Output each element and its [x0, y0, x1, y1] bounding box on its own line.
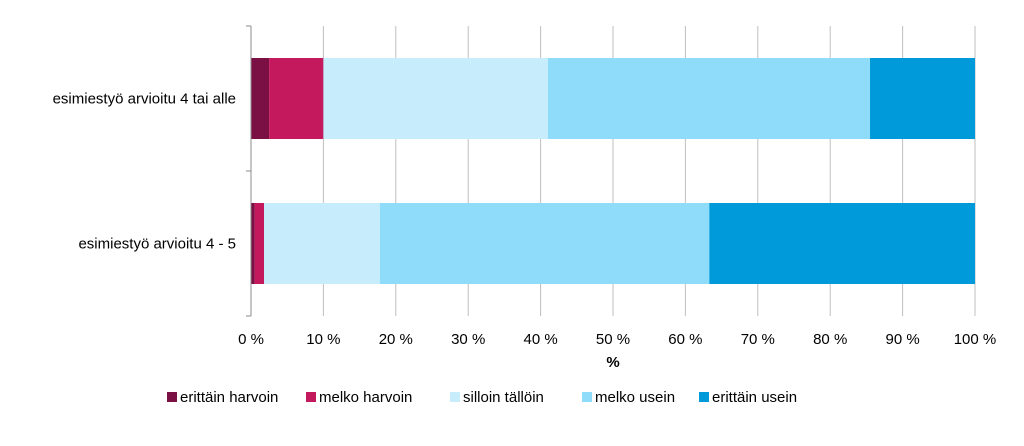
x-tick-label: 60 % [668, 331, 702, 348]
bar-segment-2-3 [264, 203, 380, 284]
x-tick-label: 90 % [885, 331, 919, 348]
bar-segment-2-4 [379, 203, 710, 284]
legend-swatch [699, 392, 709, 402]
legend-label: melko usein [595, 389, 675, 406]
x-tick-label: 70 % [741, 331, 775, 348]
legend-swatch [167, 392, 177, 402]
bar-segment-1-2 [269, 58, 324, 139]
bar-segment-2-1 [251, 203, 255, 284]
legend-label: erittäin harvoin [180, 389, 278, 406]
bar-segment-1-5 [870, 58, 975, 139]
x-tick-label: 0 % [238, 331, 264, 348]
x-tick-label: 40 % [523, 331, 557, 348]
x-tick-label: 20 % [379, 331, 413, 348]
x-tick-label: 30 % [451, 331, 485, 348]
x-tick-label: 100 % [954, 331, 997, 348]
bar-segment-2-2 [254, 203, 265, 284]
legend-label: erittäin usein [712, 389, 797, 406]
legend-swatch [450, 392, 460, 402]
bar-segment-1-4 [547, 58, 871, 139]
category-label: esimiestyö arvioitu 4 tai alle [53, 91, 236, 108]
bar-segment-2-5 [709, 203, 975, 284]
x-axis-title: % [606, 354, 619, 371]
legend-label: melko harvoin [319, 389, 412, 406]
category-label: esimiestyö arvioitu 4 - 5 [78, 236, 236, 253]
legend-swatch [306, 392, 316, 402]
legend-swatch [582, 392, 592, 402]
bar-segment-1-3 [323, 58, 548, 139]
x-tick-label: 50 % [596, 331, 630, 348]
legend-label: silloin tällöin [463, 389, 544, 406]
x-tick-label: 10 % [306, 331, 340, 348]
x-tick-label: 80 % [813, 331, 847, 348]
bar-segment-1-1 [251, 58, 270, 139]
